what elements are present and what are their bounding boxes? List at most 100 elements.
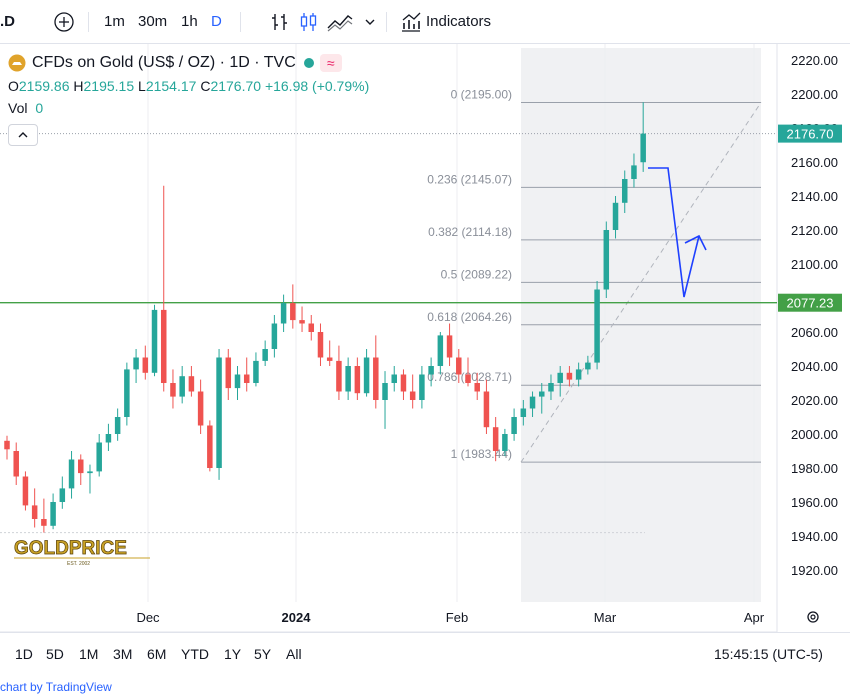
tradingview-credit[interactable]: chart by TradingView <box>0 680 112 694</box>
candle[interactable] <box>631 153 637 188</box>
candle[interactable] <box>446 323 453 367</box>
symbol-name[interactable]: .D <box>0 13 15 30</box>
candle[interactable] <box>253 352 259 387</box>
candle[interactable] <box>557 366 563 397</box>
range-1d[interactable]: 1D <box>15 646 33 662</box>
candle[interactable] <box>612 196 619 239</box>
candle[interactable] <box>465 357 471 387</box>
clock[interactable]: 15:45:15 (UTC-5) <box>714 646 823 662</box>
candle[interactable] <box>225 349 232 400</box>
candle[interactable] <box>585 355 591 375</box>
candle[interactable] <box>299 306 305 333</box>
indicators-icon[interactable] <box>400 11 422 33</box>
candle-style-icon[interactable] <box>299 11 319 33</box>
candle[interactable] <box>290 284 296 329</box>
candle[interactable] <box>160 185 167 392</box>
candle[interactable] <box>474 372 480 400</box>
interval-30m[interactable]: 30m <box>138 13 168 30</box>
candle[interactable] <box>87 464 93 494</box>
candle[interactable] <box>133 349 139 383</box>
interval-1h[interactable]: 1h <box>181 13 198 30</box>
candle[interactable] <box>234 366 241 400</box>
candle[interactable] <box>170 369 176 409</box>
candle[interactable] <box>492 417 499 462</box>
add-symbol-icon[interactable] <box>53 11 75 33</box>
candle[interactable] <box>317 323 324 367</box>
candle[interactable] <box>539 383 545 414</box>
candle[interactable] <box>22 471 29 511</box>
candle[interactable] <box>345 357 351 401</box>
candle[interactable] <box>78 454 84 485</box>
bar-style-icon[interactable] <box>270 11 290 33</box>
candle[interactable] <box>391 366 397 392</box>
candle[interactable] <box>271 315 278 358</box>
candle[interactable] <box>31 488 38 528</box>
candle[interactable] <box>382 371 388 429</box>
candle[interactable] <box>437 332 444 375</box>
range-3m[interactable]: 3M <box>113 646 133 662</box>
range-ytd[interactable]: YTD <box>181 646 209 662</box>
candle[interactable] <box>594 281 600 370</box>
candle[interactable] <box>529 391 536 418</box>
candle[interactable] <box>59 476 66 509</box>
candle[interactable] <box>216 349 222 480</box>
candle[interactable] <box>373 335 379 409</box>
candle[interactable] <box>4 435 10 460</box>
symbol-title[interactable]: CFDs on Gold (US$ / OZ) · 1D · TVC <box>32 54 296 71</box>
candle[interactable] <box>308 315 315 341</box>
candle[interactable] <box>603 221 610 299</box>
candle[interactable] <box>336 345 342 400</box>
candle[interactable] <box>68 451 75 499</box>
candle[interactable] <box>456 349 462 383</box>
candle[interactable] <box>566 366 573 387</box>
candle[interactable] <box>197 379 204 434</box>
candle[interactable] <box>363 349 370 397</box>
range-1y[interactable]: 1Y <box>224 646 242 662</box>
candle[interactable] <box>262 340 268 367</box>
candle[interactable] <box>13 442 19 486</box>
settings-gear-icon[interactable] <box>807 611 819 623</box>
candle[interactable] <box>280 294 287 332</box>
candle[interactable] <box>428 357 434 387</box>
range-6m[interactable]: 6M <box>147 646 167 662</box>
area-style-icon[interactable] <box>327 11 353 33</box>
price-chart[interactable]: 0 (2195.00) 0.236 (2145.07) 0.382 (2114.18… <box>0 44 850 632</box>
candle[interactable] <box>502 428 508 457</box>
candle[interactable] <box>142 345 149 380</box>
candle[interactable] <box>179 366 185 404</box>
range-all[interactable]: All <box>286 646 302 662</box>
candle[interactable] <box>96 434 102 477</box>
indicators-button[interactable]: Indicators <box>426 13 492 30</box>
ohlc-change: +16.98 (+0.79%) <box>264 78 370 94</box>
interval-d[interactable]: D <box>211 13 222 30</box>
candle[interactable] <box>114 408 121 441</box>
candle[interactable] <box>419 366 425 409</box>
projection-arrow[interactable] <box>648 167 700 298</box>
candle[interactable] <box>621 170 628 214</box>
interval-1m[interactable]: 1m <box>104 13 125 30</box>
candle[interactable] <box>188 366 195 397</box>
candle[interactable] <box>640 102 646 172</box>
candle[interactable] <box>41 498 47 533</box>
candle[interactable] <box>243 357 250 392</box>
candle[interactable] <box>400 369 407 400</box>
candle[interactable] <box>548 374 554 401</box>
candle[interactable] <box>151 304 158 377</box>
candle[interactable] <box>575 362 582 387</box>
candle[interactable] <box>207 420 213 472</box>
cfd-badge-icon[interactable]: ≈ <box>319 54 342 72</box>
candle[interactable] <box>105 423 112 451</box>
candle[interactable] <box>511 408 517 441</box>
candle[interactable] <box>124 362 130 426</box>
collapse-legend-button[interactable] <box>8 124 38 146</box>
candle[interactable] <box>483 379 490 434</box>
candle[interactable] <box>326 340 333 367</box>
range-5y[interactable]: 5Y <box>254 646 272 662</box>
range-1m[interactable]: 1M <box>79 646 99 662</box>
range-5d[interactable]: 5D <box>46 646 64 662</box>
candle[interactable] <box>409 374 416 409</box>
chevron-down-icon[interactable] <box>364 11 376 33</box>
candle[interactable] <box>50 493 56 530</box>
candle[interactable] <box>520 400 527 426</box>
candle[interactable] <box>354 357 361 401</box>
